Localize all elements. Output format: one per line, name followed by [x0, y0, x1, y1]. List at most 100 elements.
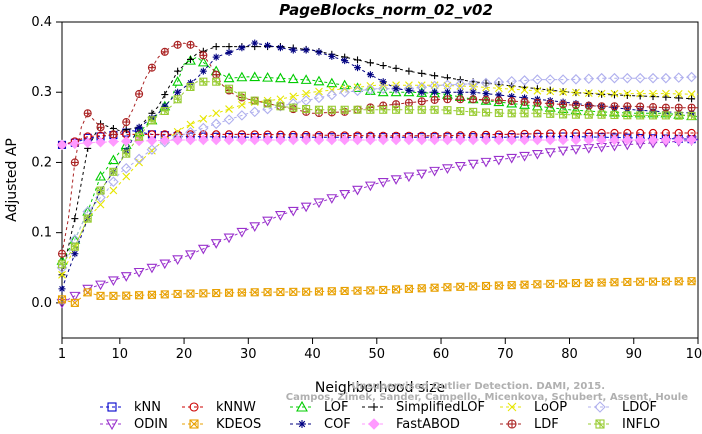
point-fastabod: [622, 134, 633, 146]
point-ldf: [160, 47, 169, 56]
point-ldf: [186, 40, 195, 49]
point-lof: [493, 96, 505, 107]
series-lof: [56, 55, 699, 265]
point-loop: [687, 90, 696, 99]
point-kdeos: [494, 281, 503, 290]
point-fastabod: [313, 134, 325, 146]
point-loop: [109, 186, 118, 195]
y-tick-label: 0.0: [31, 296, 52, 311]
series-fastabod: [56, 134, 698, 151]
point-lof: [274, 72, 286, 83]
point-loop: [623, 89, 632, 98]
point-kdeos: [661, 277, 670, 286]
point-ldf: [96, 123, 105, 132]
point-ldof: [249, 106, 261, 118]
point-inflo: [147, 116, 156, 125]
point-cof: [276, 44, 284, 52]
legend-marker: [106, 419, 118, 431]
point-fastabod: [56, 139, 68, 151]
point-cof: [174, 88, 182, 96]
point-cof: [418, 88, 426, 96]
point-kdeos: [648, 277, 658, 286]
point-simplifiedlof: [688, 95, 696, 103]
legend-marker: [594, 401, 606, 413]
point-fastabod: [159, 135, 171, 146]
point-cof: [392, 85, 400, 93]
point-ldof: [365, 84, 376, 95]
point-inflo: [160, 106, 169, 115]
point-loop: [674, 90, 683, 98]
point-cof: [456, 88, 464, 96]
point-inflo: [212, 77, 221, 86]
point-simplifiedlof: [392, 64, 400, 72]
point-lof: [249, 71, 261, 82]
point-odin: [339, 189, 351, 200]
point-ldf: [147, 63, 156, 72]
point-simplifiedlof: [405, 67, 413, 75]
point-ldf: [70, 158, 79, 167]
point-fastabod: [198, 134, 209, 146]
point-inflo: [186, 82, 195, 92]
point-cof: [469, 88, 477, 96]
point-inflo: [135, 132, 144, 141]
point-ldof: [377, 83, 389, 94]
point-fastabod: [185, 134, 196, 146]
x-axis-label: Neighborhood size: [315, 380, 445, 396]
point-fastabod: [120, 135, 132, 147]
point-ldf: [687, 103, 696, 112]
point-simplifiedlof: [212, 43, 220, 51]
point-fastabod: [634, 134, 646, 146]
legend-label: kNNW: [216, 400, 256, 415]
point-cof: [212, 53, 220, 61]
point-loop: [507, 85, 516, 94]
point-lof: [172, 76, 184, 86]
point-kdeos: [276, 287, 285, 297]
point-ldf: [199, 51, 208, 60]
point-fastabod: [455, 134, 466, 146]
point-kdeos: [687, 277, 696, 286]
point-odin: [236, 227, 248, 238]
point-odin: [223, 233, 235, 244]
point-odin: [493, 155, 505, 166]
point-lof: [326, 77, 338, 88]
point-ldf: [559, 100, 568, 109]
point-fastabod: [570, 134, 582, 146]
series-line-lof: [61, 56, 699, 262]
point-kdeos: [559, 279, 568, 288]
point-odin: [506, 153, 518, 164]
series-knnw: [57, 128, 698, 149]
point-kdeos: [610, 278, 619, 287]
legend-marker: [507, 419, 517, 429]
legend-marker: [189, 402, 199, 412]
legend-label: LoOP: [534, 400, 567, 415]
point-ldf: [456, 95, 465, 104]
point-loop: [225, 105, 233, 113]
series-line-ldf: [61, 42, 698, 254]
point-kdeos: [404, 284, 413, 293]
point-fastabod: [660, 134, 672, 146]
point-ldof: [390, 83, 402, 94]
legend-item-knnw: kNNW: [182, 400, 256, 415]
series-kdeos: [57, 277, 699, 307]
point-lof: [223, 72, 235, 83]
legend-item-inflo: INFLO: [588, 417, 660, 432]
point-kdeos: [674, 277, 683, 286]
point-fastabod: [390, 134, 402, 146]
chart-title: PageBlocks_norm_02_v02: [279, 1, 493, 19]
point-simplifiedlof: [662, 93, 670, 101]
point-simplifiedlof: [354, 56, 362, 64]
point-ldf: [597, 102, 606, 111]
point-simplifiedlof: [610, 91, 618, 99]
x-tick-label: 90: [625, 347, 642, 362]
point-ldf: [83, 109, 92, 118]
point-odin: [326, 194, 338, 204]
point-inflo: [302, 105, 311, 114]
point-odin: [95, 280, 106, 291]
point-fastabod: [236, 134, 248, 146]
legend-item-simplifiedlof: SimplifiedLOF: [362, 400, 485, 415]
legend-marker: [298, 420, 306, 428]
series-line-simplifiedlof: [61, 46, 699, 275]
point-loop: [289, 92, 298, 101]
y-tick-label: 0.2: [31, 155, 52, 170]
point-kdeos: [96, 291, 105, 300]
